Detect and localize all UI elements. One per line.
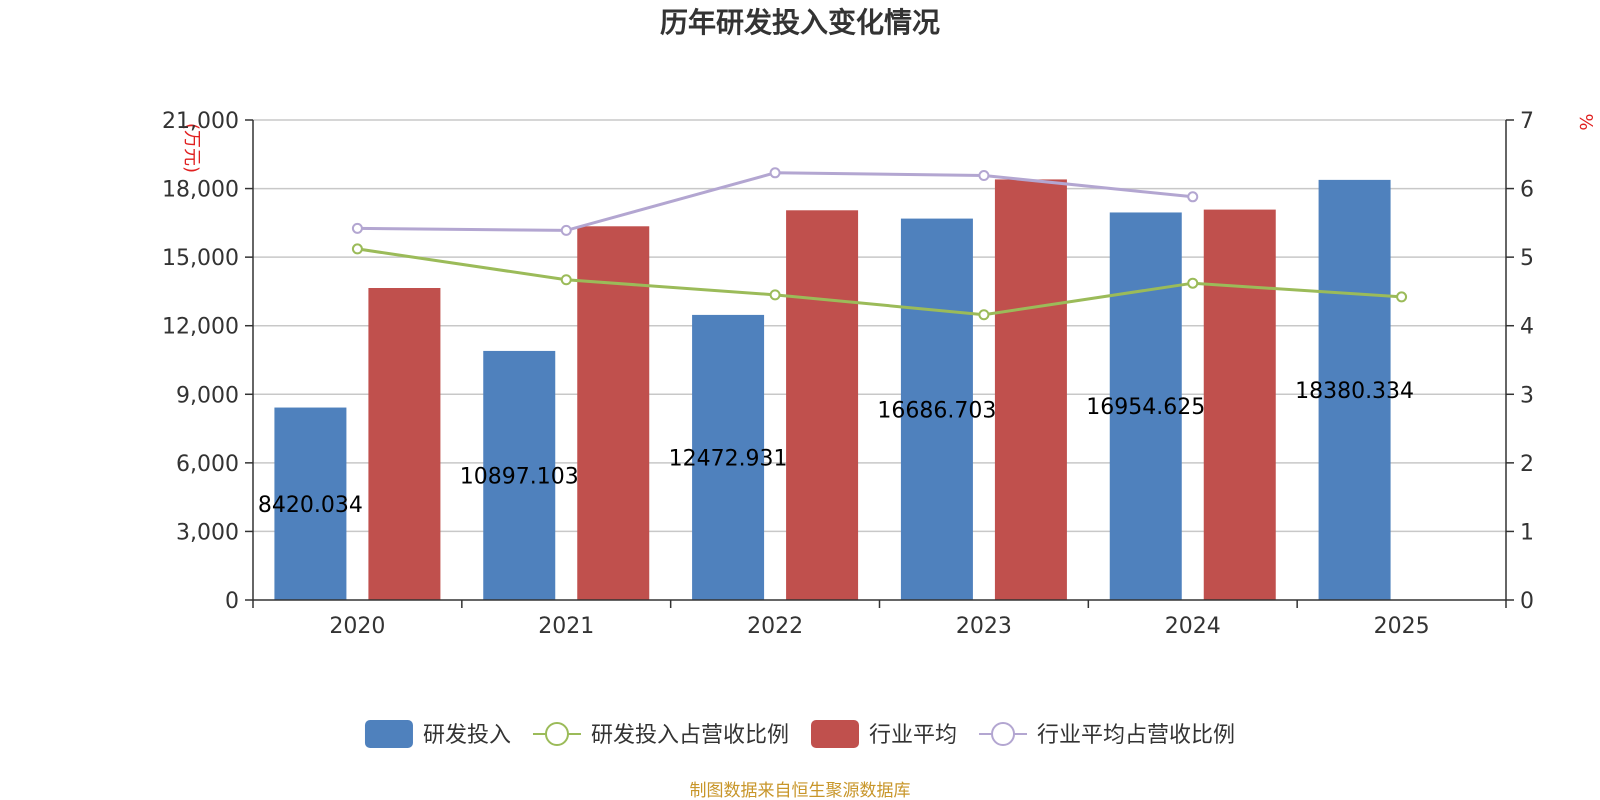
x-tick-label: 2021 (538, 614, 594, 639)
bar-industry-average (368, 288, 441, 600)
point-industry-ratio (769, 167, 781, 179)
x-tick-label: 2020 (329, 614, 385, 639)
point-rd-ratio (769, 289, 781, 301)
legend-label: 行业平均 (869, 723, 957, 748)
x-tick-label: 2022 (747, 614, 803, 639)
left-tick-label: 3,000 (176, 520, 239, 545)
right-tick-label: 2 (1520, 452, 1534, 477)
bar-rd-investment (483, 350, 556, 600)
legend-label: 研发投入 (423, 723, 511, 748)
point-industry-ratio (1187, 191, 1199, 203)
right-axis-unit: % (1575, 113, 1596, 130)
legend-item[interactable]: 行业平均占营收比例 (979, 722, 1235, 748)
legend-item[interactable]: 行业平均 (811, 720, 957, 748)
x-tick-label: 2025 (1374, 614, 1430, 639)
bar-rd-investment (900, 218, 973, 600)
bar-data-label: 12472.931 (669, 446, 788, 471)
left-tick-label: 12,000 (162, 315, 239, 340)
x-axis-ticks: 2020 2021 2022 2023 2024 2025 (252, 600, 1507, 639)
bar-data-label: 10897.103 (460, 464, 579, 489)
chart-title: 历年研发投入变化情况 (660, 6, 940, 39)
right-tick-label: 3 (1520, 383, 1534, 408)
bar-rd-investment (1318, 179, 1391, 600)
point-rd-ratio (351, 243, 363, 255)
left-tick-label: 15,000 (162, 246, 239, 271)
bar-data-label: 16954.625 (1086, 395, 1205, 420)
point-industry-ratio (560, 224, 572, 236)
bar-industry-average (577, 226, 650, 601)
bar-industry-average (786, 210, 859, 601)
bar-data-label: 16686.703 (877, 398, 996, 423)
left-axis-ticks: 0 3,000 6,000 9,000 12,000 15,000 18,000 21,000 (162, 109, 253, 614)
left-axis-unit: (万元) (181, 123, 202, 173)
bar-industry-average (1203, 209, 1276, 600)
legend-marker (991, 722, 1016, 746)
data-labels: 8420.034 10897.103 12472.931 16686.703 16954… (258, 379, 1414, 518)
right-tick-label: 0 (1520, 589, 1534, 614)
legend-label: 行业平均占营收比例 (1037, 723, 1235, 748)
left-tick-label: 9,000 (176, 383, 239, 408)
bar-industry-average (994, 179, 1067, 600)
point-rd-ratio (978, 309, 990, 321)
bar-data-label: 8420.034 (258, 493, 363, 518)
bars (274, 179, 1391, 601)
right-tick-label: 1 (1520, 520, 1534, 545)
bar-rd-investment (692, 314, 765, 600)
point-industry-ratio (978, 170, 990, 182)
right-tick-label: 7 (1520, 109, 1534, 134)
lines (351, 167, 1408, 321)
line-rd-ratio (357, 247, 1402, 317)
left-tick-label: 21,000 (162, 109, 239, 134)
left-tick-label: 18,000 (162, 178, 239, 203)
x-tick-label: 2023 (956, 614, 1012, 639)
bar-rd-investment (1109, 212, 1182, 601)
legend-label: 研发投入占营收比例 (591, 723, 789, 748)
point-rd-ratio (1396, 291, 1408, 303)
right-axis-ticks: 0 1 2 3 4 5 6 7 (1506, 109, 1534, 614)
point-rd-ratio (1187, 277, 1199, 289)
legend-bar-swatch (364, 720, 413, 748)
x-tick-label: 2024 (1165, 614, 1221, 639)
left-tick-label: 0 (225, 589, 239, 614)
right-tick-label: 6 (1520, 178, 1534, 203)
axes (252, 120, 1507, 601)
legend-item[interactable]: 研发投入 (364, 720, 511, 748)
left-tick-label: 6,000 (176, 452, 239, 477)
legend-item[interactable]: 研发投入占营收比例 (532, 722, 789, 748)
point-industry-ratio (351, 222, 363, 234)
legend: 研发投入 研发投入占营收比例 行业平均 行业平均占营收比例 (364, 720, 1235, 748)
source-note: 制图数据来自恒生聚源数据库 (690, 781, 911, 800)
right-tick-label: 5 (1520, 246, 1534, 271)
bar-data-label: 18380.334 (1295, 379, 1414, 404)
legend-bar-swatch (811, 720, 859, 748)
grid-lines (253, 119, 1506, 533)
legend-marker (544, 722, 569, 746)
point-rd-ratio (560, 274, 572, 286)
right-tick-label: 4 (1520, 315, 1534, 340)
line-industry-ratio (357, 171, 1193, 232)
bar-rd-investment (274, 407, 347, 600)
